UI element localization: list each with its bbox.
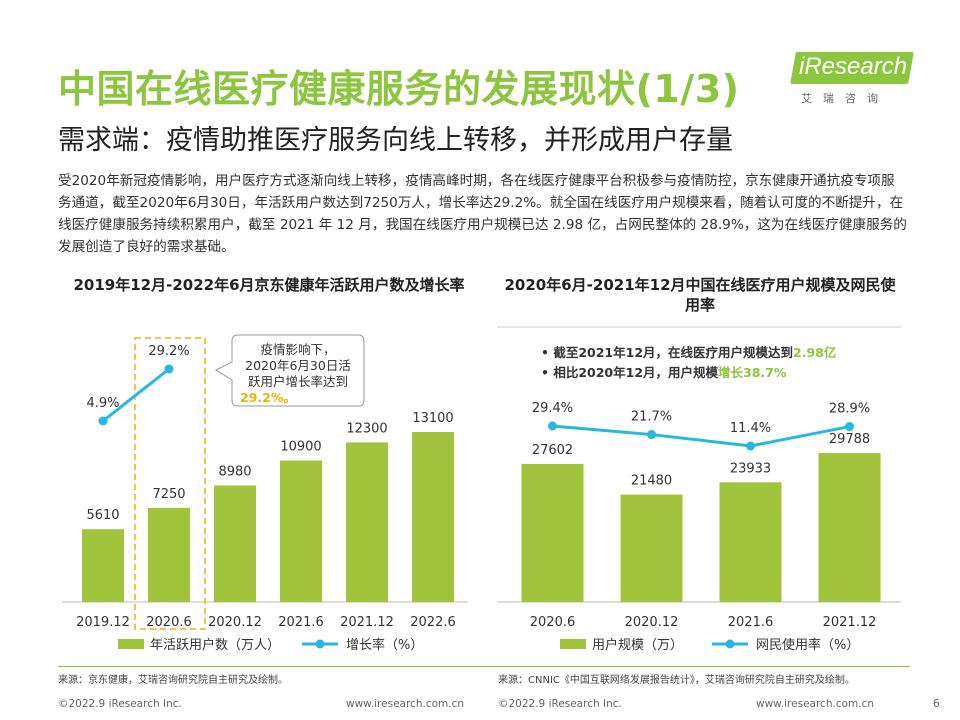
chart-left-bar (280, 460, 322, 602)
chart-left-x-tick: 2021.6 (278, 615, 324, 630)
chart-left-bar-label: 10900 (280, 440, 321, 455)
chart-left-growth-label: 4.9% (86, 396, 119, 411)
chart-right-rate-point (647, 430, 656, 440)
footer-url-right: www.iresearch.com.cn (756, 698, 875, 710)
page-title: 中国在线医疗健康服务的发展现状(1/3) (58, 67, 740, 111)
chart-left-bar-label: 12300 (346, 421, 387, 436)
footer-copyright-right: ©2022.9 iResearch Inc. (498, 698, 622, 710)
chart-left-bar (148, 507, 190, 602)
logo-text: iResearch (799, 53, 908, 80)
chart-right-rate-point (548, 421, 557, 431)
chart-right-rate-point (845, 422, 854, 432)
chart-right-bar-label: 27602 (532, 443, 573, 458)
chart-left-title: 2019年12月-2022年6月京东健康年活跃用户数及增长率 (73, 276, 465, 294)
page-number: 6 (933, 698, 940, 710)
chart-right-title: 2020年6月-2021年12月中国在线医疗用户规模及网民使用率 (504, 276, 896, 314)
chart-left-bar-label: 7250 (152, 487, 185, 502)
chart-left-legend-line-marker (315, 639, 325, 649)
chart-left-bar (82, 529, 124, 602)
chart-right-bar (818, 453, 881, 602)
chart-left-bar-label: 5610 (86, 508, 119, 523)
chart-left-growth-label: 29.2% (148, 344, 189, 359)
intro-paragraph: 受2020年新冠疫情影响，用户医疗方式逐渐向线上转移，疫情高峰时期，各在线医疗健… (58, 173, 907, 255)
chart-left-bar-label: 13100 (412, 411, 453, 426)
chart-right-rate-label: 29.4% (532, 401, 573, 416)
chart-right-rate-line (552, 424, 850, 448)
chart-left-growth-line (102, 367, 170, 423)
logo-cn: 艾瑞咨询 (801, 92, 889, 105)
chart-right-rate-label: 28.9% (829, 402, 870, 417)
chart-right-bar (620, 494, 683, 602)
chart-left-x-tick: 2022.6 (410, 615, 456, 630)
footer-copyright-left: ©2022.9 iResearch Inc. (58, 698, 182, 710)
chart-right-bar-label: 23933 (730, 461, 771, 476)
chart-left-growth-point (164, 364, 174, 374)
chart-left-x-tick: 2020.12 (208, 615, 262, 630)
footer-url-left: www.iresearch.com.cn (346, 698, 465, 710)
iresearch-logo: iResearch 艾瑞咨询 (790, 38, 914, 108)
chart-right-x-tick: 2021.12 (823, 615, 877, 630)
chart-right-bar-label: 21480 (631, 474, 672, 489)
page-subtitle: 需求端：疫情助推医疗服务向线上转移，并形成用户存量 (58, 125, 733, 156)
chart-left-callout-highlight: 29.2%。 (240, 390, 296, 405)
chart-right-legend-line-marker (725, 639, 735, 649)
chart-left-bar-label: 8980 (218, 464, 251, 479)
chart-right-legend-line-label: 网民使用率（%） (756, 637, 859, 653)
source-left: 来源：京东健康，艾瑞咨询研究院自主研究及绘制。 (58, 675, 288, 686)
chart-left-callout-line: 疫情影响下， (260, 342, 335, 357)
chart-right-x-tick: 2020.12 (625, 615, 679, 630)
chart-left-bar (412, 432, 454, 602)
chart-left-x-tick: 2019.12 (76, 615, 130, 630)
chart-left-callout-line: 2020年6月30日活 (245, 358, 351, 373)
chart-right-bar (719, 482, 782, 602)
chart-left-bar (214, 485, 256, 602)
chart-left-x-tick: 2021.12 (340, 615, 394, 630)
chart-right-bar (521, 463, 584, 602)
chart-right-legend-bar-swatch (560, 639, 586, 649)
source-right: 来源：CNNIC《中国互联网络发展报告统计》，艾瑞咨询研究院自主研究及绘制。 (498, 675, 855, 686)
chart-right-x-tick: 2020.6 (530, 615, 576, 630)
chart-left-legend-bar-swatch (118, 639, 144, 649)
chart-left-callout-bubble (214, 334, 365, 407)
chart-right-note: • 相比2020年12月，用户规模增长38.7% (541, 365, 787, 380)
chart-right-rate-point (746, 441, 755, 451)
chart-left-highlight-box (134, 337, 206, 630)
chart-right-note: • 截至2021年12月，在线医疗用户规模达到2.98亿 (541, 345, 836, 360)
chart-left-callout-line: 跃用户增长率达到 (248, 374, 348, 389)
chart-left-bar (346, 442, 388, 602)
chart-right-rate-label: 21.7% (631, 410, 672, 425)
chart-right-legend-bar-label: 用户规模（万） (592, 637, 683, 653)
chart-right-x-tick: 2021.6 (728, 615, 774, 630)
chart-left-x-tick: 2020.6 (146, 615, 192, 630)
chart-right-bar-label: 29788 (829, 432, 870, 447)
chart-left-legend-bar-label: 年活跃用户数（万人） (150, 637, 280, 653)
chart-left-growth-point (98, 416, 108, 426)
chart-right-rate-label: 11.4% (730, 421, 771, 436)
chart-left-legend-line-label: 增长率（%） (346, 637, 423, 653)
